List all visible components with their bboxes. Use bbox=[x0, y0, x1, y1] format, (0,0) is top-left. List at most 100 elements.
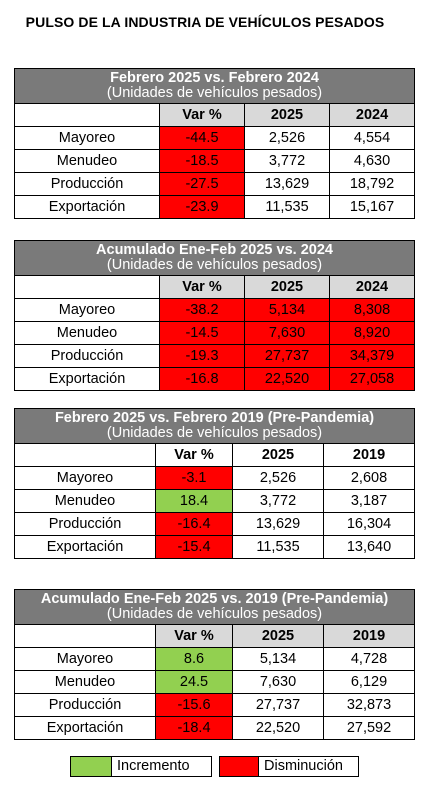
var-cell: 8.6 bbox=[155, 647, 233, 671]
value-cell: 3,772 bbox=[244, 149, 330, 173]
col-header-2025: 2025 bbox=[244, 275, 330, 299]
value-cell: 18,792 bbox=[328, 172, 416, 196]
var-cell: -18.4 bbox=[155, 716, 233, 740]
var-cell: 24.5 bbox=[155, 670, 233, 694]
value-cell: 13,629 bbox=[244, 172, 330, 196]
table-subtitle: (Unidades de vehículos pesados) bbox=[106, 257, 323, 273]
row-label: Menudeo bbox=[14, 321, 160, 345]
table-row: Mayoreo -38.2 5,134 8,308 bbox=[14, 298, 415, 322]
table-title: Febrero 2025 vs. Febrero 2019 (Pre-Pande… bbox=[54, 410, 375, 426]
value-cell: 32,873 bbox=[322, 693, 416, 717]
var-cell: -3.1 bbox=[155, 466, 233, 490]
increase-swatch bbox=[70, 756, 112, 777]
var-cell: -15.6 bbox=[155, 693, 233, 717]
table-subtitle: (Unidades de vehículos pesados) bbox=[106, 85, 323, 101]
table-acumulado-2025-vs-2019: Acumulado Ene-Feb 2025 vs. 2019 (Pre-Pan… bbox=[13, 589, 416, 740]
value-cell: 5,134 bbox=[232, 647, 324, 671]
table-row: Producción -19.3 27,737 34,379 bbox=[14, 344, 415, 368]
row-label: Producción bbox=[14, 344, 160, 368]
col-header-2019: 2019 bbox=[322, 624, 416, 648]
decrease-swatch bbox=[219, 756, 259, 777]
value-cell: 27,592 bbox=[322, 716, 416, 740]
value-cell: 34,379 bbox=[329, 344, 415, 368]
value-cell: 22,520 bbox=[232, 716, 324, 740]
blank-cell bbox=[14, 624, 156, 648]
row-label: Mayoreo bbox=[14, 298, 160, 322]
table-header: Acumulado Ene-Feb 2025 vs. 2019 (Pre-Pan… bbox=[13, 589, 416, 625]
var-cell: -16.4 bbox=[155, 512, 233, 536]
value-cell: 11,535 bbox=[244, 195, 330, 219]
value-cell: 13,629 bbox=[232, 512, 324, 536]
blank-cell bbox=[14, 275, 160, 299]
table-header: Febrero 2025 vs. Febrero 2019 (Pre-Pande… bbox=[13, 408, 416, 444]
value-cell: 3,187 bbox=[322, 489, 416, 513]
value-cell: 7,630 bbox=[244, 321, 330, 345]
value-cell: 2,526 bbox=[244, 126, 330, 150]
row-label: Producción bbox=[14, 172, 160, 196]
table-row: Menudeo 24.5 7,630 6,129 bbox=[14, 670, 416, 694]
value-cell: 4,728 bbox=[322, 647, 416, 671]
var-cell: -14.5 bbox=[159, 321, 245, 345]
table-subtitle: (Unidades de vehículos pesados) bbox=[106, 606, 323, 622]
table-row: Exportación -16.8 22,520 27,058 bbox=[14, 367, 415, 391]
table-feb-2025-vs-feb-2024: Febrero 2025 vs. Febrero 2024 (Unidades … bbox=[13, 68, 416, 219]
col-header-var: Var % bbox=[159, 103, 245, 127]
value-cell: 13,640 bbox=[322, 535, 416, 559]
row-label: Mayoreo bbox=[14, 126, 160, 150]
row-label: Menudeo bbox=[14, 489, 156, 513]
var-cell: -38.2 bbox=[159, 298, 245, 322]
col-header-2019: 2019 bbox=[322, 443, 416, 467]
var-cell: -15.4 bbox=[155, 535, 233, 559]
value-cell: 4,554 bbox=[328, 126, 416, 150]
value-cell: 6,129 bbox=[322, 670, 416, 694]
row-label: Mayoreo bbox=[14, 466, 156, 490]
value-cell: 3,772 bbox=[232, 489, 324, 513]
value-cell: 4,630 bbox=[328, 149, 416, 173]
blank-cell bbox=[14, 443, 156, 467]
table-row: Exportación -23.9 11,535 15,167 bbox=[14, 195, 416, 219]
table-feb-2025-vs-feb-2019: Febrero 2025 vs. Febrero 2019 (Pre-Pande… bbox=[13, 408, 416, 559]
table-row: Menudeo -18.5 3,772 4,630 bbox=[14, 149, 416, 173]
table-row: Producción -16.4 13,629 16,304 bbox=[14, 512, 416, 536]
row-label: Mayoreo bbox=[14, 647, 156, 671]
row-label: Producción bbox=[14, 512, 156, 536]
value-cell: 8,920 bbox=[329, 321, 415, 345]
value-cell: 2,608 bbox=[322, 466, 416, 490]
row-label: Menudeo bbox=[14, 149, 160, 173]
value-cell: 16,304 bbox=[322, 512, 416, 536]
table-title: Febrero 2025 vs. Febrero 2024 bbox=[110, 70, 319, 86]
table-row: Menudeo 18.4 3,772 3,187 bbox=[14, 489, 416, 513]
col-header-2025: 2025 bbox=[232, 443, 324, 467]
value-cell: 15,167 bbox=[328, 195, 416, 219]
row-label: Producción bbox=[14, 693, 156, 717]
table-row: Mayoreo -44.5 2,526 4,554 bbox=[14, 126, 416, 150]
col-header-var: Var % bbox=[159, 275, 245, 299]
row-label: Exportación bbox=[14, 195, 160, 219]
table-row: Mayoreo 8.6 5,134 4,728 bbox=[14, 647, 416, 671]
col-header-var: Var % bbox=[155, 624, 233, 648]
value-cell: 27,058 bbox=[329, 367, 415, 391]
table-row: Exportación -18.4 22,520 27,592 bbox=[14, 716, 416, 740]
col-header-2024: 2024 bbox=[328, 103, 416, 127]
var-cell: -27.5 bbox=[159, 172, 245, 196]
table-row: Producción -27.5 13,629 18,792 bbox=[14, 172, 416, 196]
blank-cell bbox=[14, 103, 160, 127]
col-header-2025: 2025 bbox=[232, 624, 324, 648]
col-header-2024: 2024 bbox=[329, 275, 415, 299]
table-row: Producción -15.6 27,737 32,873 bbox=[14, 693, 416, 717]
row-label: Menudeo bbox=[14, 670, 156, 694]
value-cell: 5,134 bbox=[244, 298, 330, 322]
decrease-label: Disminución bbox=[258, 756, 359, 777]
value-cell: 8,308 bbox=[329, 298, 415, 322]
table-title: Acumulado Ene-Feb 2025 vs. 2024 bbox=[96, 242, 333, 258]
row-label: Exportación bbox=[14, 535, 156, 559]
col-header-2025: 2025 bbox=[244, 103, 330, 127]
table-row: Exportación -15.4 11,535 13,640 bbox=[14, 535, 416, 559]
value-cell: 7,630 bbox=[232, 670, 324, 694]
table-row: Mayoreo -3.1 2,526 2,608 bbox=[14, 466, 416, 490]
table-header: Febrero 2025 vs. Febrero 2024 (Unidades … bbox=[13, 68, 416, 104]
var-cell: -19.3 bbox=[159, 344, 245, 368]
col-header-var: Var % bbox=[155, 443, 233, 467]
table-header: Acumulado Ene-Feb 2025 vs. 2024 (Unidade… bbox=[14, 240, 415, 276]
table-subtitle: (Unidades de vehículos pesados) bbox=[106, 425, 323, 441]
